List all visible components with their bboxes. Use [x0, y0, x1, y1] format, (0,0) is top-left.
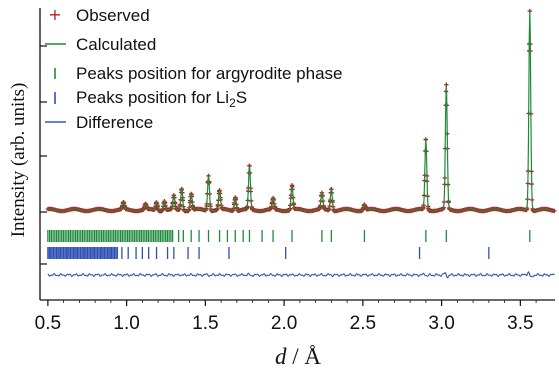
- x-axis-label: d / Å: [275, 344, 321, 369]
- x-tick-label: 0.5: [35, 313, 61, 334]
- legend-label-li2s-end: S: [236, 88, 247, 107]
- x-tick-label: 3.0: [428, 313, 454, 334]
- x-axis-label-var: d: [275, 344, 287, 369]
- x-tick-label: 1.5: [192, 313, 218, 334]
- legend-marker-observed: +: [48, 5, 61, 24]
- legend-label-observed: Observed: [76, 6, 150, 25]
- legend-label-li2s-sub: 2: [229, 96, 236, 110]
- observed-point: [444, 82, 449, 87]
- legend-label-argyrodite: Peaks position for argyrodite phase: [76, 64, 343, 83]
- legend-label-difference: Difference: [76, 113, 153, 132]
- calculated-series-line: [47, 11, 555, 212]
- li2s-peak-ticks: [47, 247, 490, 259]
- argyrodite-peak-ticks: [47, 230, 531, 242]
- difference-series-line: [47, 271, 555, 279]
- legend-label-calculated: Calculated: [76, 35, 156, 54]
- legend: + Observed Calculated Peaks position for…: [45, 5, 343, 132]
- y-axis-ticks: [40, 45, 47, 265]
- x-tick-label: 1.0: [113, 313, 139, 334]
- x-axis-ticks: 0.5 1.0 1.5 2.0 2.5 3.0 3.5: [35, 300, 537, 334]
- legend-label-li2s: Peaks position for Li2S: [76, 88, 247, 110]
- legend-label-li2s-main: Peaks position for Li: [76, 88, 229, 107]
- x-tick-label: 2.5: [350, 313, 376, 334]
- x-tick-label: 2.0: [271, 313, 297, 334]
- x-tick-label: 3.5: [507, 313, 533, 334]
- x-axis-label-unit: / Å: [287, 344, 322, 369]
- y-axis-label: Intensity (arb. units): [8, 83, 29, 238]
